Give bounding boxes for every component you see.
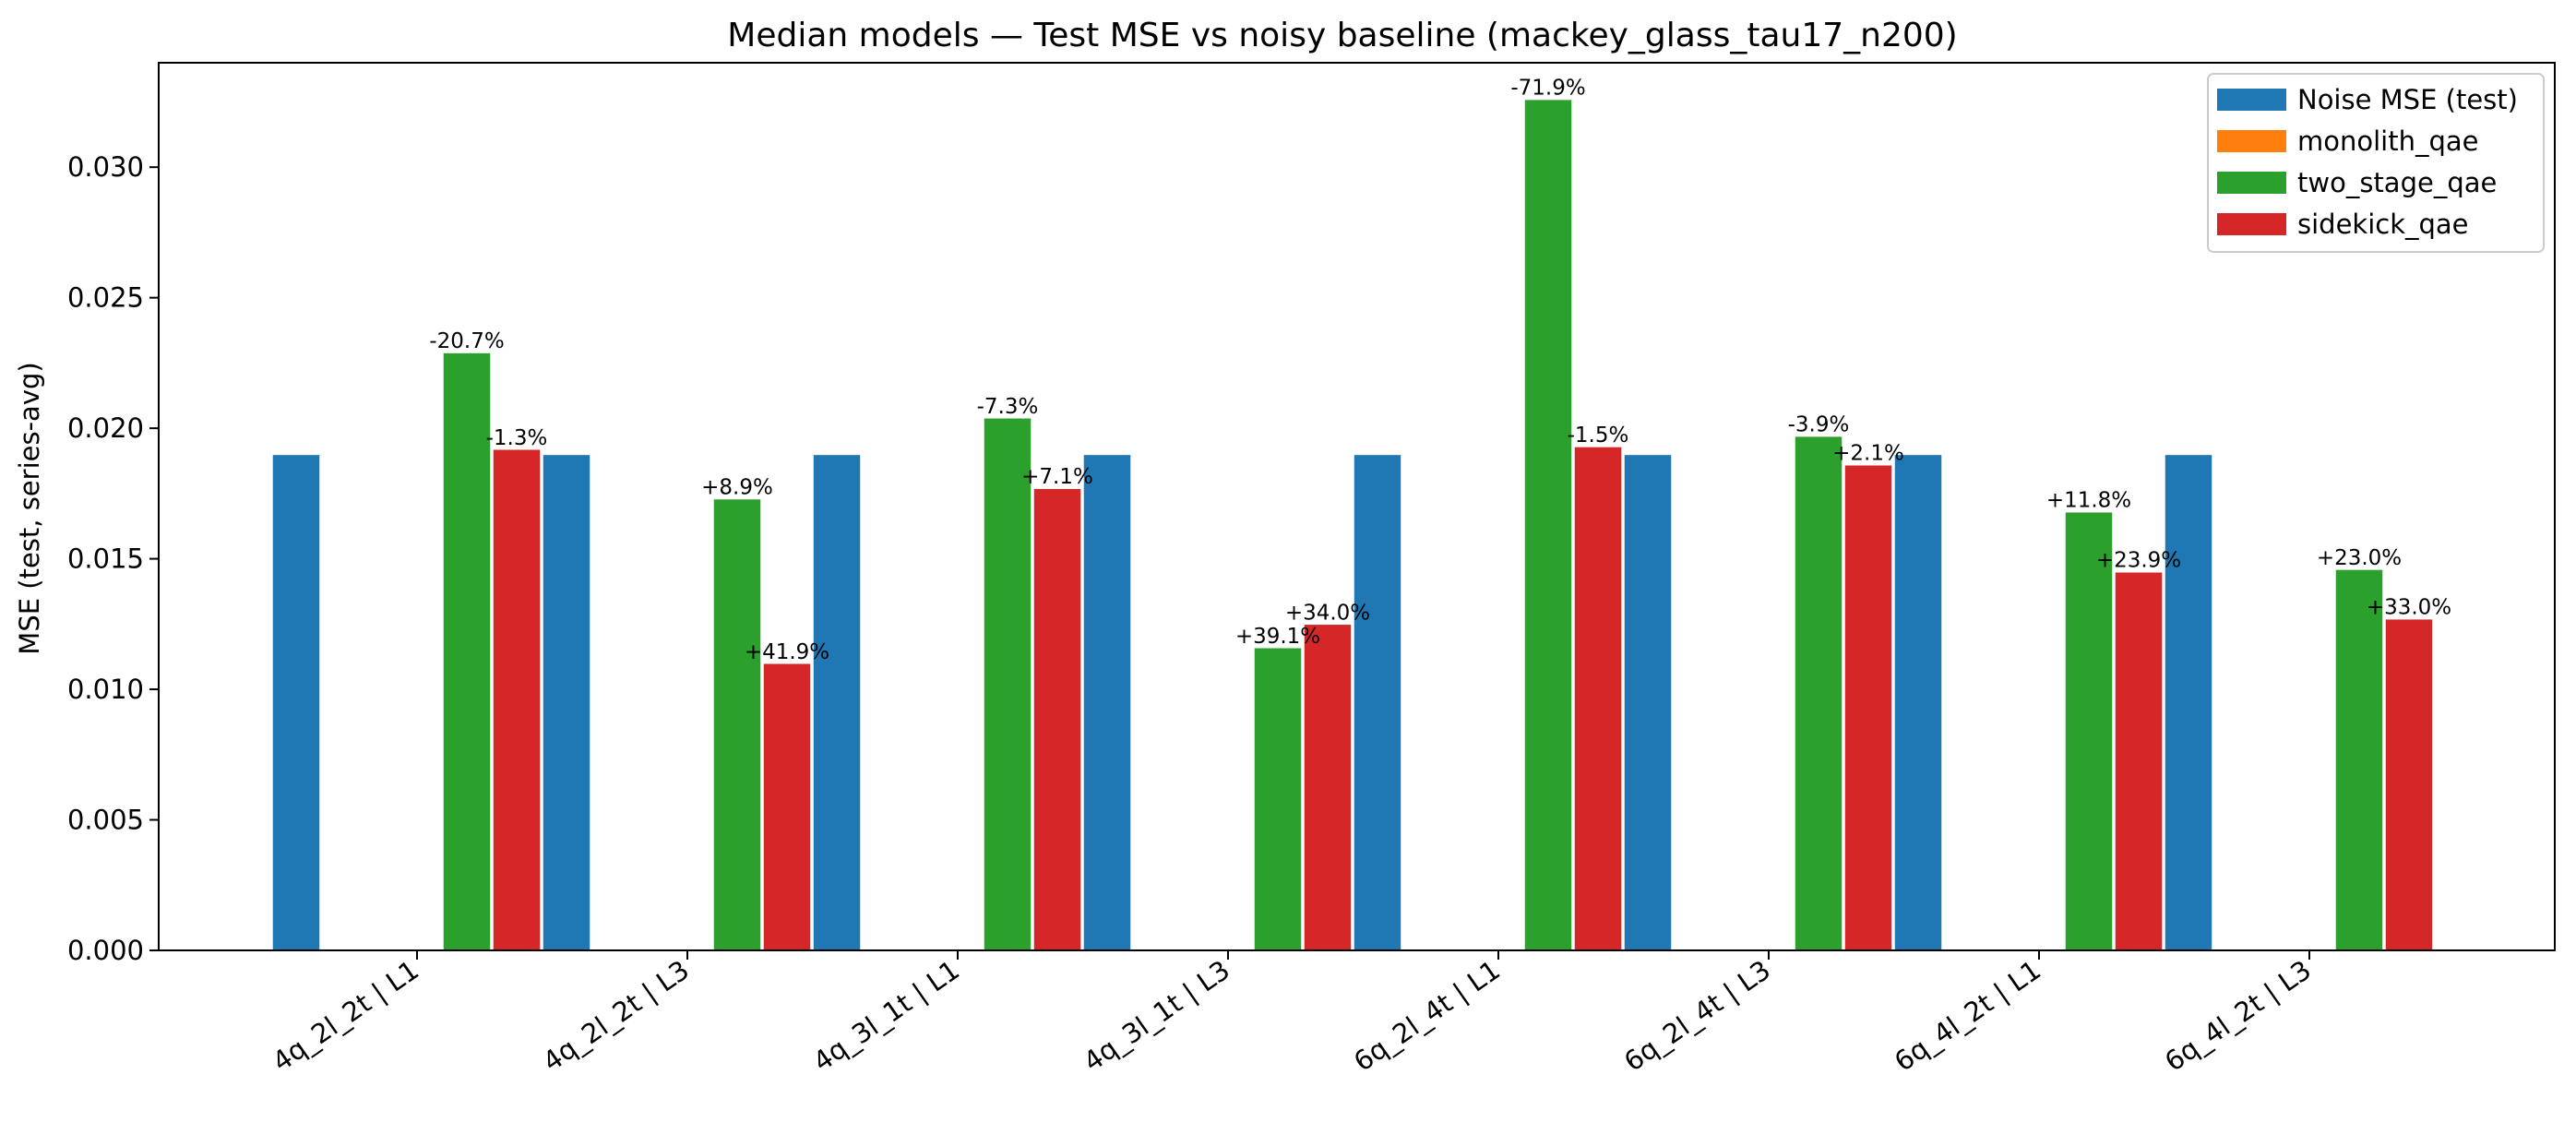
data-label-two-stage-qae-5: -3.9% (1788, 413, 1850, 437)
y-tick-label: 0.005 (67, 805, 144, 836)
data-labels-layer: -20.7% +8.9% -7.3% +39.1% -71.9% -3.9% +11.8% +… (429, 77, 2451, 664)
x-tick-label: 4q_2l_2t | L1 (267, 954, 424, 1078)
data-label-sidekick-qae-4: -1.5% (1568, 424, 1629, 448)
bar-noise-mse-test-3 (1082, 453, 1132, 951)
bar-sidekick-qae-1 (762, 662, 812, 951)
bar-sidekick-qae-5 (1843, 463, 1893, 951)
data-label-sidekick-qae-3: +34.0% (1285, 601, 1370, 625)
bar-two-stage-qae-0 (442, 352, 492, 951)
legend-label-sidekick-qae: sidekick_qae (2297, 209, 2469, 240)
y-tick-label: 0.015 (67, 543, 144, 575)
data-label-sidekick-qae-0: -1.3% (486, 426, 548, 450)
y-tick-label: 0.000 (67, 935, 144, 966)
x-tick-label: 6q_4l_2t | L1 (1889, 954, 2046, 1078)
legend-swatch-monolith-qae (2217, 130, 2286, 152)
bar-noise-mse-test-0 (271, 453, 321, 951)
plot-frame (158, 62, 2556, 951)
legend-label-two-stage-qae: two_stage_qae (2297, 167, 2497, 198)
data-label-sidekick-qae-5: +2.1% (1832, 442, 1904, 466)
bar-noise-mse-test-4 (1353, 453, 1402, 951)
legend-swatch-noise-mse-test (2217, 89, 2286, 111)
legend-label-noise-mse-test: Noise MSE (test) (2297, 84, 2518, 115)
bar-two-stage-qae-7 (2334, 568, 2384, 951)
data-label-sidekick-qae-1: +41.9% (745, 640, 829, 664)
bar-sidekick-qae-2 (1032, 487, 1082, 951)
x-tick-label: 6q_4l_2t | L3 (2159, 954, 2317, 1078)
legend-box (2207, 73, 2545, 253)
bar-two-stage-qae-5 (1794, 435, 1843, 951)
bars-layer (271, 98, 2434, 951)
legend-swatch-two-stage-qae (2217, 172, 2286, 194)
bar-two-stage-qae-4 (1523, 98, 1573, 951)
bar-sidekick-qae-4 (1573, 446, 1623, 951)
y-tick-label: 0.030 (67, 151, 144, 183)
bar-two-stage-qae-3 (1253, 647, 1303, 951)
bar-sidekick-qae-0 (492, 448, 542, 951)
bar-noise-mse-test-1 (542, 453, 591, 951)
x-axis: 4q_2l_2t | L1 4q_2l_2t | L3 4q_3l_1t | L1 4… (267, 950, 2317, 1078)
data-label-sidekick-qae-7: +33.0% (2367, 596, 2451, 620)
bar-noise-mse-test-2 (812, 453, 862, 951)
data-label-two-stage-qae-6: +11.8% (2046, 489, 2131, 513)
legend-label-monolith-qae: monolith_qae (2297, 125, 2479, 157)
x-tick-label: 4q_2l_2t | L3 (537, 954, 695, 1078)
chart-title: Median models — Test MSE vs noisy baseli… (727, 17, 1957, 54)
x-tick-label: 4q_3l_1t | L3 (1078, 954, 1235, 1078)
bar-sidekick-qae-7 (2384, 617, 2434, 951)
legend: Noise MSE (test) monolith_qae two_stage_qa… (2207, 73, 2545, 253)
bar-two-stage-qae-2 (983, 417, 1032, 951)
data-label-two-stage-qae-3: +39.1% (1235, 625, 1320, 649)
bar-sidekick-qae-6 (2114, 570, 2164, 951)
bar-two-stage-qae-1 (712, 497, 762, 951)
x-tick-label: 4q_3l_1t | L1 (807, 954, 965, 1078)
bar-noise-mse-test-6 (1893, 453, 1943, 951)
data-label-sidekick-qae-2: +7.1% (1021, 465, 1093, 489)
y-axis: 0.000 0.005 0.010 0.015 0.020 0.025 0.030 (67, 151, 159, 966)
bar-two-stage-qae-6 (2064, 510, 2114, 951)
x-tick-label: 6q_2l_4t | L1 (1348, 954, 1506, 1078)
bar-noise-mse-test-7 (2164, 453, 2213, 951)
bar-noise-mse-test-5 (1623, 453, 1673, 951)
data-label-two-stage-qae-7: +23.0% (2317, 546, 2402, 570)
y-tick-label: 0.025 (67, 282, 144, 314)
x-tick-label: 6q_2l_4t | L3 (1618, 954, 1776, 1078)
y-tick-label: 0.010 (67, 674, 144, 705)
data-label-two-stage-qae-1: +8.9% (701, 476, 773, 500)
data-label-two-stage-qae-0: -20.7% (429, 329, 504, 353)
y-tick-label: 0.020 (67, 412, 144, 444)
bar-sidekick-qae-3 (1303, 623, 1353, 951)
y-axis-label: MSE (test, series-avg) (14, 362, 45, 654)
data-label-sidekick-qae-6: +23.9% (2096, 549, 2181, 573)
legend-swatch-sidekick-qae (2217, 213, 2286, 235)
data-label-two-stage-qae-2: -7.3% (977, 395, 1039, 419)
data-label-two-stage-qae-4: -71.9% (1510, 77, 1585, 101)
